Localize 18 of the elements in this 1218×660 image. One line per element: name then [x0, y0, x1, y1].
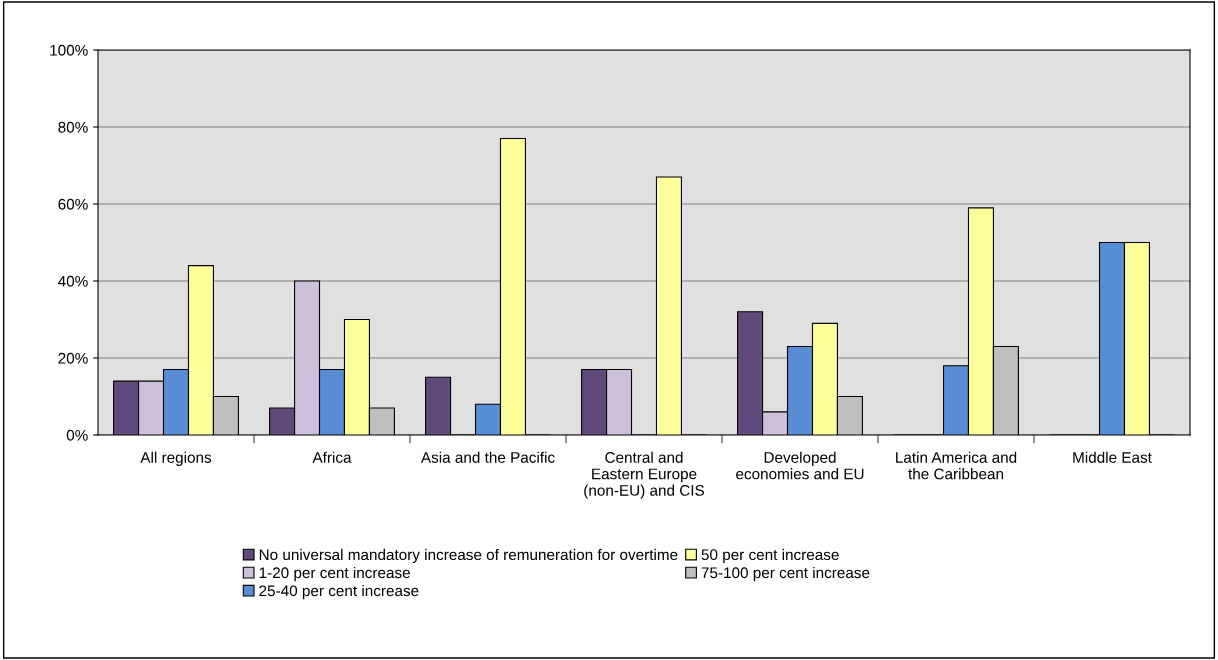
x-tick-label: Latin America and the Caribbean: [896, 451, 1017, 480]
x-tick-label: Africa: [312, 451, 352, 463]
y-tick-label: 100%: [50, 44, 88, 56]
y-tick-label: 60%: [58, 198, 88, 210]
legend-label: 75-100 per cent increase: [701, 566, 870, 582]
y-tick-label: 80%: [58, 121, 88, 133]
x-tick-label: Developed economies and EU: [736, 451, 864, 480]
x-tick-label: Central and Eastern Europe (non-EU) and CIS: [584, 451, 705, 499]
y-tick-label: 0%: [66, 429, 88, 441]
x-tick-label: Middle East: [1073, 451, 1152, 463]
legend-label: 25-40 per cent increase: [259, 584, 419, 600]
legend-label: 50 per cent increase: [701, 548, 839, 564]
legend-label: 1-20 per cent increase: [259, 566, 410, 582]
y-tick-label: 20%: [58, 352, 88, 364]
legend-label: No universal mandatory increase of remuneration for overtime: [259, 548, 678, 564]
y-tick-label: 40%: [58, 275, 88, 287]
x-tick-label: All regions: [140, 451, 212, 466]
x-tick-label: Asia and the Pacific: [420, 451, 555, 463]
